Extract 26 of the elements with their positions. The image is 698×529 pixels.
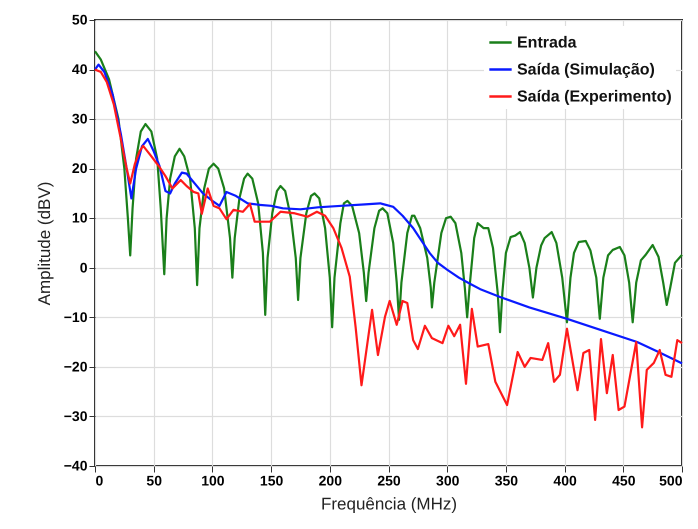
y-tick-label: 40 <box>72 61 88 78</box>
x-tick-label: 150 <box>260 472 284 488</box>
x-tick-label: 500 <box>659 472 683 488</box>
y-tick-label: −20 <box>64 358 88 374</box>
x-tick-label: 400 <box>553 472 577 488</box>
y-axis-title: Amplitude (dBV) <box>34 182 54 306</box>
y-tick-label: −10 <box>64 308 88 325</box>
y-tick-label: −30 <box>64 408 88 424</box>
y-tick-label: 30 <box>72 110 88 127</box>
x-axis-title: Frequência (MHz) <box>320 494 458 514</box>
y-tick-label: −40 <box>64 458 88 474</box>
y-tick-label: 10 <box>72 210 88 226</box>
x-tick-label: 350 <box>494 472 518 488</box>
x-tick-label: 300 <box>436 472 460 488</box>
x-tick-label: 250 <box>377 472 401 488</box>
y-tick-label: 50 <box>72 12 88 28</box>
y-tick-label: 20 <box>72 160 88 176</box>
x-tick-label: 0 <box>96 472 104 488</box>
legend-label: Saída (Simulação) <box>517 62 655 78</box>
legend-label: Saída (Experimento) <box>517 88 672 106</box>
y-tick-label: 0 <box>80 259 88 276</box>
legend-label: Entrada <box>517 34 577 52</box>
x-tick-label: 100 <box>201 472 225 488</box>
x-tick-label: 50 <box>146 472 162 488</box>
x-tick-label: 450 <box>612 472 636 488</box>
x-tick-label: 200 <box>318 472 342 488</box>
